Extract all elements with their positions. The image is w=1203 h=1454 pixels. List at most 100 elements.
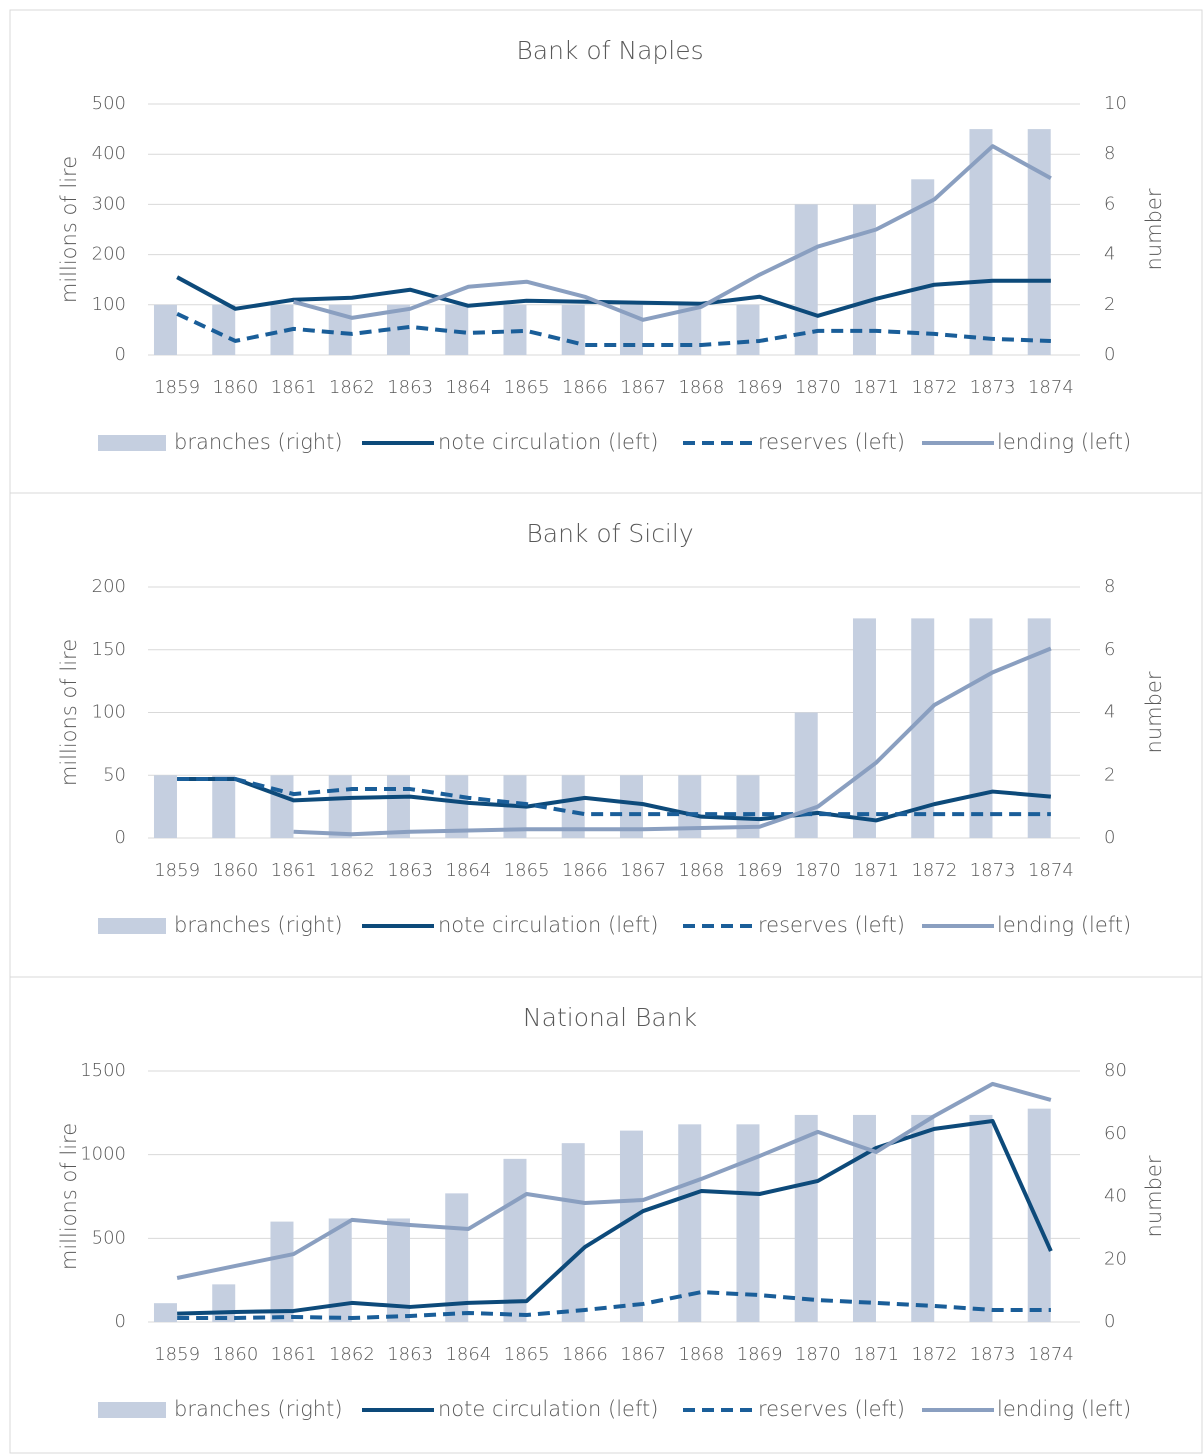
bar [153, 1303, 177, 1322]
bar [911, 1114, 935, 1322]
bar [852, 618, 876, 838]
legend-label: lending (left) [997, 913, 1131, 937]
legend-label: note circulation (left) [438, 1397, 658, 1421]
x-tick-label: 1874 [1028, 1344, 1074, 1365]
bar [153, 775, 177, 838]
x-tick-label: 1860 [212, 377, 258, 398]
legend-label: reserves (left) [758, 913, 905, 937]
bar [852, 1114, 876, 1322]
x-tick-label: 1871 [853, 377, 899, 398]
bar [561, 304, 585, 355]
bar [212, 775, 236, 838]
chart-title: National Bank [523, 1003, 697, 1032]
bar [445, 775, 469, 838]
x-tick-label: 1863 [387, 377, 433, 398]
y-tick-label: 200 [92, 244, 126, 265]
bar [678, 1124, 702, 1322]
x-tick-label: 1862 [329, 860, 375, 881]
y-tick-label: 200 [92, 576, 126, 597]
bar [911, 618, 935, 838]
bar [386, 775, 410, 838]
bar [328, 775, 352, 838]
bar [619, 775, 643, 838]
line-series [177, 777, 1051, 817]
bar [619, 1130, 643, 1322]
line-series [176, 1081, 1052, 1280]
x-tick-label: 1859 [154, 860, 200, 881]
x-tick-label: 1867 [620, 860, 666, 881]
y-tick-label: 400 [92, 143, 126, 164]
chart-title: Bank of Naples [516, 36, 703, 65]
x-tick-label: 1873 [970, 377, 1016, 398]
x-tick-label: 1864 [445, 377, 491, 398]
y-axis-title: millions of lire [57, 1123, 81, 1270]
y2-tick-label: 80 [1104, 1060, 1127, 1081]
x-tick-label: 1866 [562, 860, 608, 881]
x-tick-label: 1865 [504, 860, 550, 881]
bar [736, 1124, 760, 1322]
bar [678, 775, 702, 838]
bar [969, 618, 993, 838]
y-tick-label: 100 [92, 294, 126, 315]
bar [386, 1218, 410, 1322]
line-series [293, 144, 1052, 322]
y2-tick-label: 20 [1104, 1248, 1127, 1269]
x-tick-label: 1865 [504, 377, 550, 398]
line-series [293, 646, 1052, 837]
x-tick-label: 1864 [445, 860, 491, 881]
bar [445, 1193, 469, 1322]
y2-tick-label: 8 [1104, 143, 1115, 164]
x-tick-label: 1865 [504, 1344, 550, 1365]
x-tick-label: 1861 [271, 1344, 317, 1365]
x-tick-label: 1867 [620, 377, 666, 398]
x-tick-label: 1872 [911, 860, 957, 881]
bar [969, 129, 993, 355]
x-tick-label: 1860 [212, 860, 258, 881]
bar [911, 179, 935, 355]
y-tick-label: 0 [115, 344, 126, 365]
legend-label: branches (right) [174, 1397, 343, 1421]
x-tick-label: 1871 [853, 860, 899, 881]
y2-tick-label: 40 [1104, 1186, 1127, 1207]
x-tick-label: 1870 [795, 860, 841, 881]
y-tick-label: 300 [92, 193, 126, 214]
bar [270, 775, 294, 838]
y2-tick-label: 0 [1104, 344, 1115, 365]
legend-label: reserves (left) [758, 430, 905, 454]
y-tick-label: 50 [103, 764, 126, 785]
y2-tick-label: 4 [1104, 244, 1115, 265]
y-tick-label: 500 [92, 93, 126, 114]
y2-tick-label: 10 [1104, 93, 1127, 114]
bar [153, 304, 177, 355]
y-tick-label: 0 [115, 1311, 126, 1332]
legend-label: branches (right) [174, 913, 343, 937]
legend-swatch [98, 918, 166, 934]
bar [1027, 1108, 1051, 1322]
line-series [176, 312, 1051, 347]
legend-swatch [98, 1402, 166, 1418]
x-tick-label: 1868 [678, 860, 724, 881]
x-tick-label: 1868 [678, 1344, 724, 1365]
y2-axis-title: number [1142, 188, 1166, 270]
x-tick-label: 1873 [970, 860, 1016, 881]
x-tick-label: 1869 [737, 1344, 783, 1365]
x-tick-label: 1867 [620, 1344, 666, 1365]
y2-axis-title: number [1142, 1155, 1166, 1237]
y2-tick-label: 60 [1104, 1123, 1127, 1144]
bar [794, 1114, 818, 1322]
legend-label: branches (right) [174, 430, 343, 454]
y-axis-title: millions of lire [57, 639, 81, 786]
x-tick-label: 1862 [329, 1344, 375, 1365]
legend-label: reserves (left) [758, 1397, 905, 1421]
chart-title: Bank of Sicily [526, 519, 693, 548]
x-tick-label: 1868 [678, 377, 724, 398]
legend-label: lending (left) [997, 430, 1131, 454]
bar [852, 204, 876, 355]
bar [1027, 129, 1051, 355]
y2-tick-label: 6 [1104, 639, 1115, 660]
x-tick-label: 1869 [737, 377, 783, 398]
bar [270, 304, 294, 355]
x-tick-label: 1859 [154, 377, 200, 398]
bar [794, 712, 818, 838]
